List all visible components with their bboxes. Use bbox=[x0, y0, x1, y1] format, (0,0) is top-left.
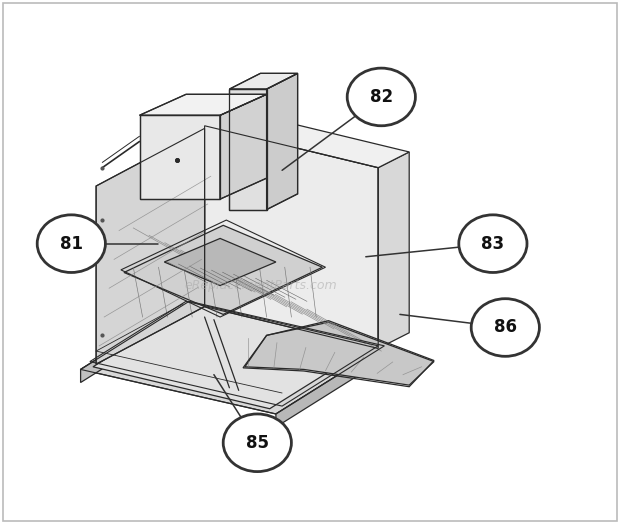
Polygon shape bbox=[81, 301, 189, 383]
Polygon shape bbox=[96, 128, 205, 364]
Polygon shape bbox=[93, 303, 372, 409]
Circle shape bbox=[459, 215, 527, 272]
Polygon shape bbox=[140, 115, 220, 199]
Polygon shape bbox=[229, 89, 267, 210]
Polygon shape bbox=[229, 73, 298, 89]
Circle shape bbox=[347, 68, 415, 126]
Polygon shape bbox=[220, 94, 267, 199]
Text: 82: 82 bbox=[370, 88, 393, 106]
Polygon shape bbox=[164, 238, 276, 286]
Polygon shape bbox=[205, 126, 378, 348]
Text: 86: 86 bbox=[494, 319, 517, 336]
Polygon shape bbox=[245, 322, 434, 385]
Circle shape bbox=[471, 299, 539, 356]
Polygon shape bbox=[124, 225, 322, 314]
Polygon shape bbox=[81, 301, 384, 414]
Circle shape bbox=[223, 414, 291, 472]
Text: 81: 81 bbox=[60, 235, 83, 253]
Text: 85: 85 bbox=[246, 434, 269, 452]
Polygon shape bbox=[140, 94, 267, 115]
Circle shape bbox=[37, 215, 105, 272]
Polygon shape bbox=[276, 346, 384, 427]
Text: eReplacementParts.com: eReplacementParts.com bbox=[184, 279, 337, 292]
Polygon shape bbox=[205, 110, 409, 168]
Polygon shape bbox=[378, 152, 409, 348]
Text: 83: 83 bbox=[481, 235, 505, 253]
Polygon shape bbox=[267, 73, 298, 210]
